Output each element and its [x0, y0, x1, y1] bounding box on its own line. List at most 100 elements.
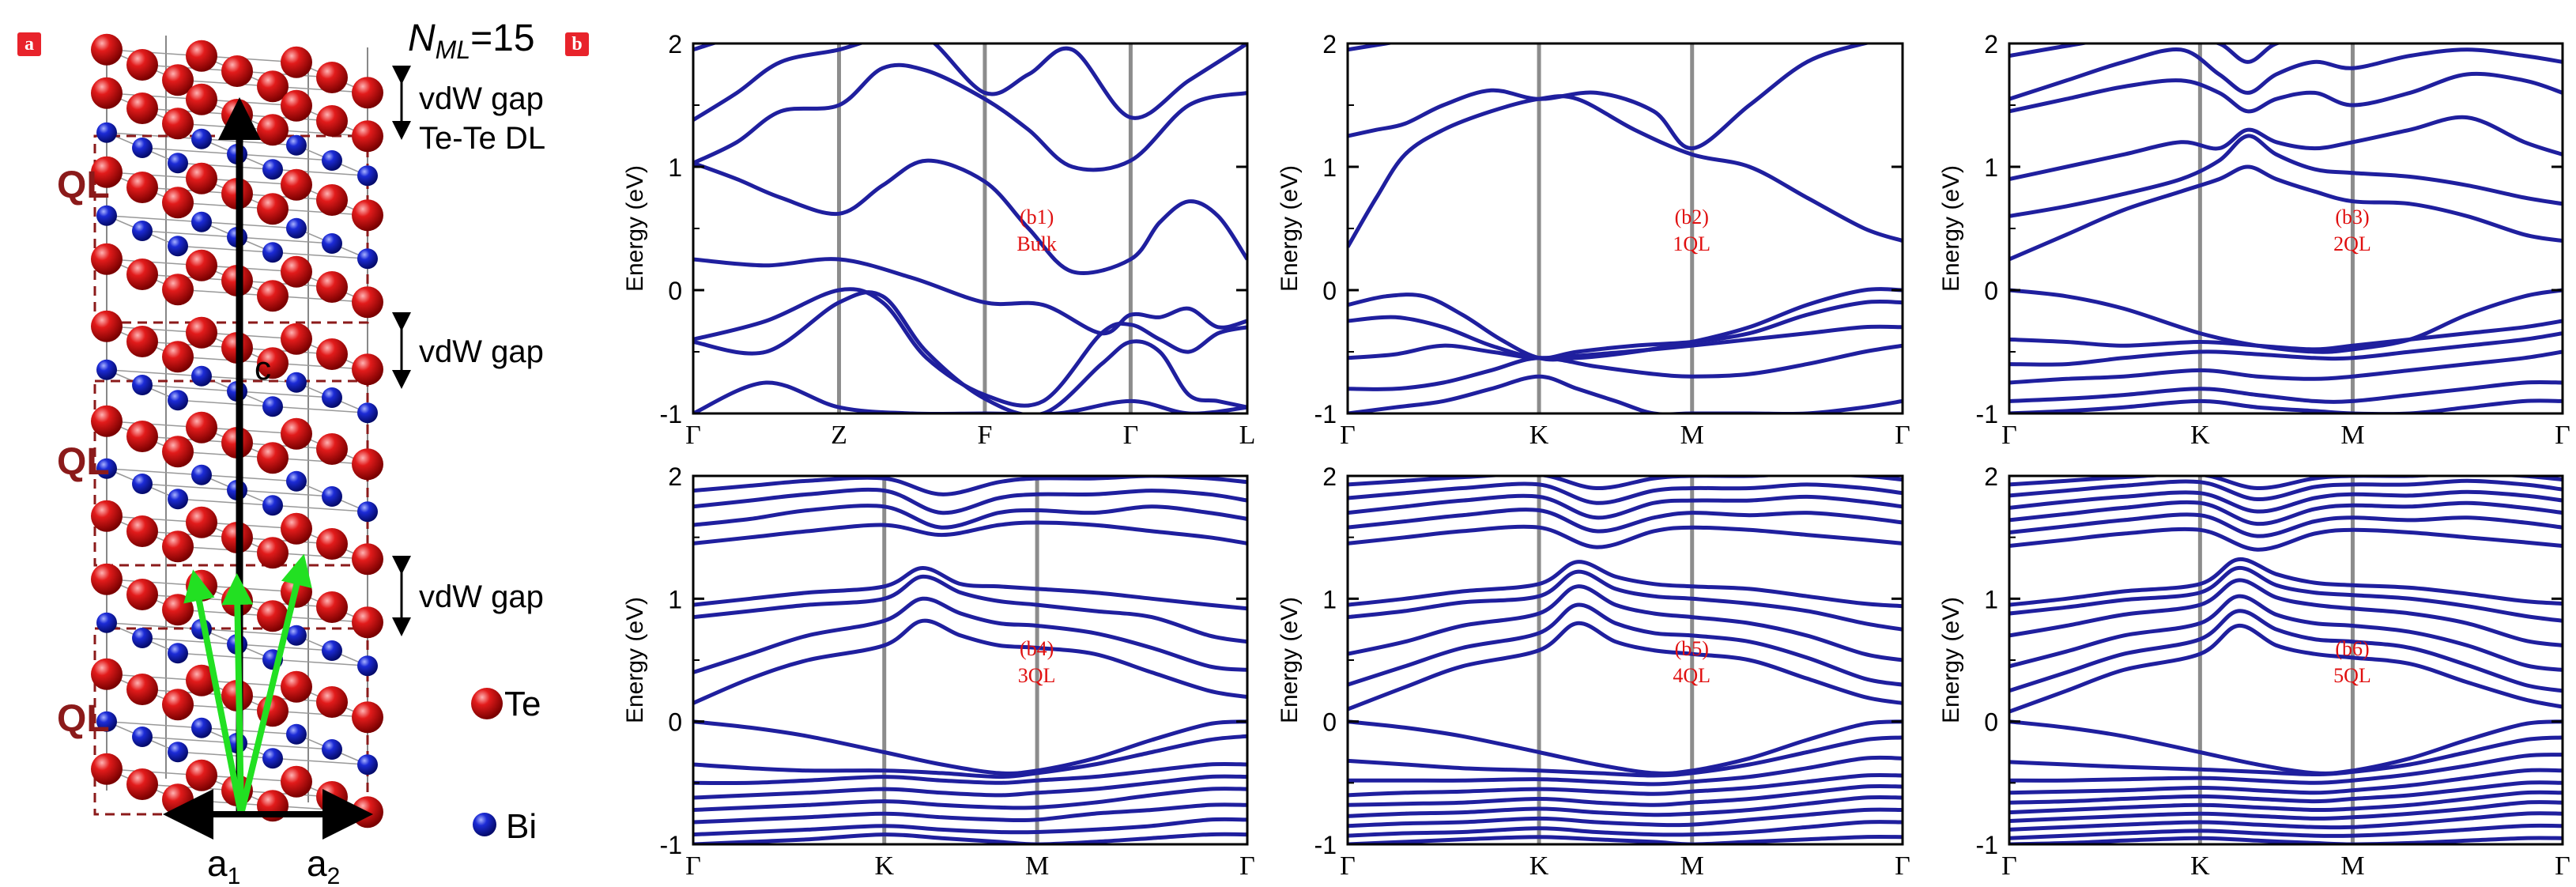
band-line: [1348, 374, 1903, 413]
y-tick-label: -1: [660, 400, 682, 428]
y-tick-label: -1: [1976, 831, 1998, 859]
band-line: [2009, 349, 2563, 385]
kpoint-label: Γ: [685, 851, 701, 881]
y-axis-label: Energy (eV): [622, 597, 648, 723]
band-line: [1348, 602, 1903, 687]
bi-atom: [322, 387, 342, 408]
te-atom: [352, 353, 383, 386]
band-line: [1348, 343, 1903, 391]
bi-atom: [168, 153, 188, 174]
crystal-structure: c a1 a2 NML=15 vdW gap Te-Te DL vdW gap …: [57, 17, 545, 887]
te-atom: [186, 664, 217, 696]
bi-atom: [357, 402, 378, 424]
kpoint-label: Γ: [1340, 851, 1356, 881]
bi-atom: [286, 217, 307, 239]
y-tick-label: -1: [1976, 400, 1998, 428]
band-line: [693, 520, 1247, 545]
band-line: [2009, 609, 2563, 693]
band-panel-b4: -1 0 1 2 Energy (eV) Γ K M Γ (b4) 3QL: [622, 462, 1255, 881]
te-atom: [126, 674, 158, 705]
bands: [693, 43, 1247, 413]
band-line: [2009, 557, 2563, 607]
band-line: [693, 43, 1247, 122]
band-line: [693, 565, 1247, 611]
te-atom: [91, 156, 123, 188]
y-axis-label: Energy (eV): [1938, 597, 1964, 723]
te-atom: [281, 670, 312, 703]
band-line: [1348, 834, 1903, 844]
bi-atom: [357, 165, 378, 187]
bi-atom: [357, 655, 378, 677]
bi-atom: [96, 359, 117, 380]
bi-atom: [96, 122, 117, 143]
band-line: [1348, 807, 1903, 828]
te-atom: [352, 543, 383, 576]
te-atom: [186, 569, 217, 602]
band-line: [1348, 755, 1903, 787]
band-line: [693, 719, 1247, 776]
te-atom: [91, 243, 123, 275]
te-atom: [281, 323, 312, 355]
y-tick-label: 1: [668, 585, 682, 613]
band-line: [2009, 811, 2563, 832]
kpoint-label: M: [1680, 851, 1704, 881]
y-axis-label: Energy (eV): [1938, 165, 1964, 292]
bi-atom: [191, 128, 212, 149]
te-atom: [162, 783, 194, 816]
te-atom: [221, 55, 253, 87]
nml-label: NML=15: [408, 17, 535, 64]
band-line: [693, 287, 1247, 408]
band-line: [2009, 753, 2563, 785]
bi-atom: [168, 742, 188, 763]
band-line: [2009, 71, 2563, 114]
kpoint-label: Γ: [2555, 851, 2570, 881]
bi-atom: [191, 717, 212, 738]
band-line: [2009, 379, 2563, 404]
bi-atom: [286, 470, 307, 492]
band-line: [1348, 287, 1903, 362]
legend-te-label: Te: [504, 685, 541, 723]
bi-atom: [168, 643, 188, 664]
y-tick-label: -1: [1314, 831, 1337, 859]
te-atom: [91, 658, 123, 690]
y-tick-label: 0: [1984, 708, 1998, 737]
kpoint-label: Γ: [685, 421, 701, 450]
te-atom: [257, 193, 289, 225]
te-atom: [126, 515, 158, 547]
te-atom: [91, 77, 123, 109]
te-atom: [316, 184, 348, 216]
bi-atom: [262, 396, 283, 417]
y-tick-label: 2: [668, 462, 682, 491]
te-atom: [91, 33, 123, 66]
band-line: [1348, 772, 1903, 798]
te-atom: [352, 77, 383, 109]
te-atom: [352, 199, 383, 232]
te-atom: [126, 49, 158, 81]
kpoint-label: Γ: [1895, 421, 1910, 450]
band-line: [1348, 783, 1903, 807]
te-atom: [352, 448, 383, 481]
te-atom: [316, 781, 348, 813]
te-atom: [352, 701, 383, 734]
te-atom: [352, 606, 383, 639]
band-line: [2009, 331, 2563, 367]
te-atom: [186, 162, 217, 194]
te-atom: [126, 421, 158, 452]
te-atom: [126, 579, 158, 610]
band-line: [693, 62, 1247, 172]
vdw-gap-label-3: vdW gap: [419, 579, 544, 614]
band-line: [2009, 164, 2563, 262]
panel-annotation-id: (b3): [2335, 206, 2369, 228]
legend-te-swatch: [471, 688, 503, 719]
kpoint-label: Γ: [2001, 421, 2017, 450]
legend-bi-swatch: [473, 813, 496, 836]
kpoint-label: Γ: [2001, 851, 2017, 881]
bi-atom: [262, 748, 283, 769]
band-line: [693, 257, 1247, 336]
bi-atom: [262, 242, 283, 263]
y-tick-label: 0: [668, 277, 682, 305]
band-line: [2009, 719, 2563, 776]
band-line: [1348, 94, 1903, 248]
band-line: [1348, 524, 1903, 549]
